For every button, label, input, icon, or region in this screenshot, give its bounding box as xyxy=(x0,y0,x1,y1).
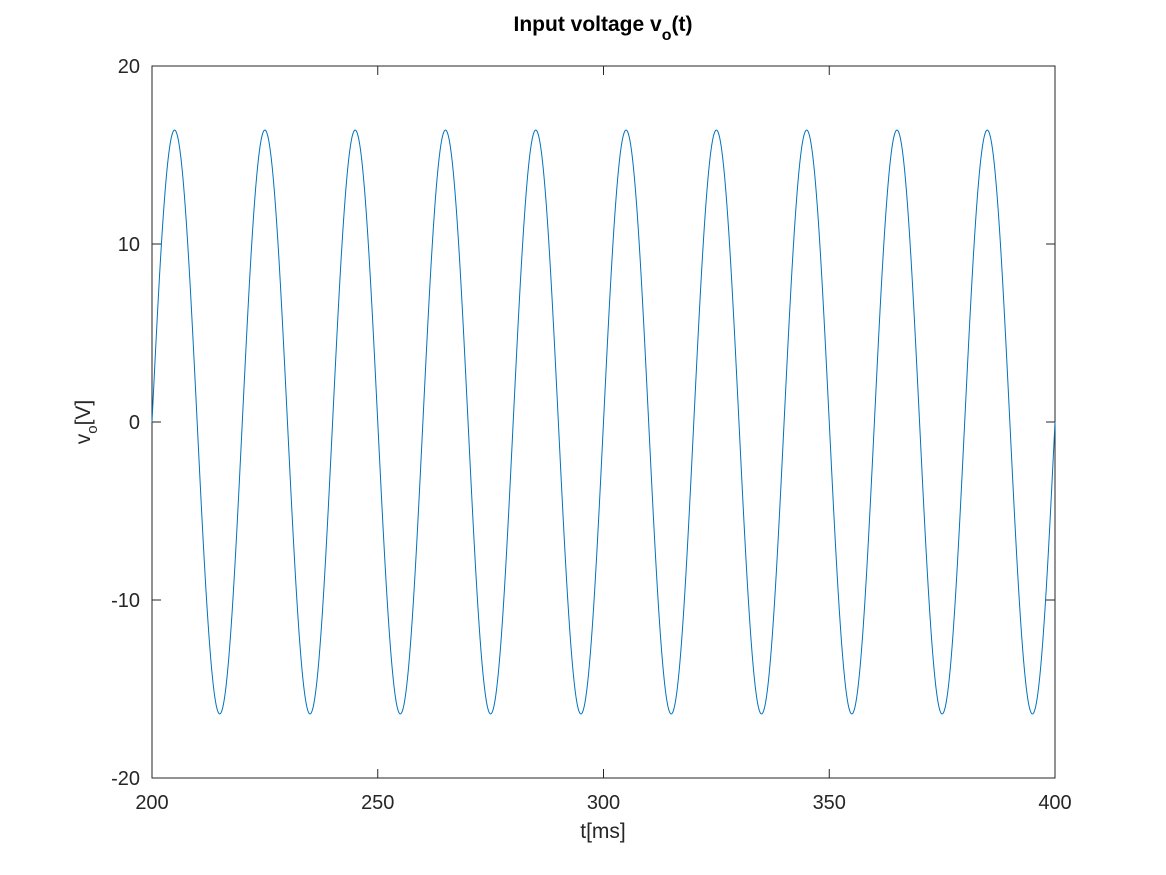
series-group xyxy=(151,129,1056,715)
y-axis-label: vo[V] xyxy=(72,400,101,445)
x-tick-label: 200 xyxy=(135,792,168,814)
y-tick-label: -20 xyxy=(111,768,140,790)
chart-title-suffix: (t) xyxy=(671,13,692,36)
y-axis-label-suffix: [V] xyxy=(72,400,95,426)
y-ticks: -20 -10 0 10 20 xyxy=(111,56,1055,790)
x-tick-label: 250 xyxy=(361,792,394,814)
chart-title: Input voltage vo(t) xyxy=(514,13,693,44)
x-tick-label: 350 xyxy=(813,792,846,814)
x-tick-label: 300 xyxy=(587,792,620,814)
y-tick-label: 10 xyxy=(118,234,140,256)
chart-title-prefix: Input voltage v xyxy=(514,13,663,36)
y-axis-label-prefix: v xyxy=(72,433,95,444)
x-ticks: 200 250 300 350 400 xyxy=(135,66,1072,814)
series-line-0 xyxy=(151,129,1056,715)
y-axis-label-subscript: o xyxy=(84,425,101,433)
y-tick-label: 20 xyxy=(118,56,140,78)
chart-title-subscript: o xyxy=(662,27,672,44)
x-tick-label: 400 xyxy=(1038,792,1071,814)
plot-area: 200 250 300 350 400 -20 -10 0 10 20 xyxy=(111,56,1072,814)
y-tick-label: 0 xyxy=(129,412,140,434)
x-axis-label: t[ms] xyxy=(580,820,626,843)
y-tick-label: -10 xyxy=(111,590,140,612)
